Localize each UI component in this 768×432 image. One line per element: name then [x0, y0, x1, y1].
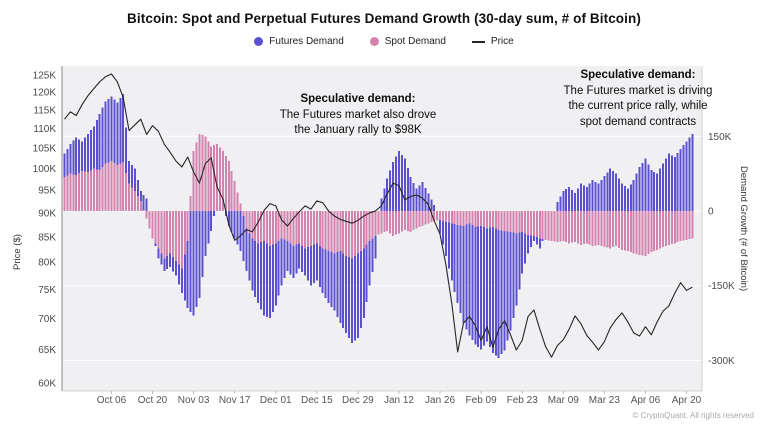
svg-text:80K: 80K — [38, 258, 56, 269]
svg-text:70K: 70K — [38, 314, 56, 325]
annotation-line: The Futures market is driving — [563, 84, 713, 97]
svg-text:115K: 115K — [33, 105, 56, 116]
svg-text:Dec 01: Dec 01 — [260, 395, 292, 406]
annotation-line: the January rally to $98K — [294, 124, 422, 136]
x-axis-labels: Oct 06 Oct 20 Nov 03 Nov 17 Dec 01 Dec 15 Dec … — [97, 391, 702, 406]
svg-text:Dec 15: Dec 15 — [301, 395, 333, 406]
svg-text:Jan 12: Jan 12 — [384, 395, 414, 406]
plot-frame — [61, 66, 703, 392]
copyright: © CryptoQuant. All rights reserved — [632, 411, 755, 420]
price-legend-line — [471, 40, 485, 43]
annotation-title: Speculative demand: — [580, 69, 696, 81]
annotation-january-rally: Speculative demand: The Futures market a… — [250, 92, 466, 139]
svg-text:85K: 85K — [38, 232, 56, 243]
annotation-line: spot demand contracts — [579, 115, 697, 128]
demand-axis-labels: 150K 0 -150K -300K — [708, 132, 735, 367]
legend-item-futures: Futures Demand — [254, 36, 344, 47]
legend-item-spot: Spot Demand — [369, 36, 446, 47]
futures-demand-legend-label: Futures Demand — [269, 36, 344, 47]
svg-text:Nov 17: Nov 17 — [219, 395, 251, 406]
svg-text:150K: 150K — [708, 132, 732, 143]
svg-text:125K: 125K — [33, 71, 57, 82]
legend-item-price: Price — [471, 36, 514, 47]
svg-text:Oct 20: Oct 20 — [138, 395, 168, 406]
futures-demand-legend-dot — [254, 37, 264, 46]
svg-text:90K: 90K — [38, 208, 56, 219]
spot-demand-legend-label: Spot Demand — [384, 36, 446, 47]
svg-text:Jan 26: Jan 26 — [425, 395, 455, 406]
svg-text:Feb 23: Feb 23 — [507, 395, 539, 406]
chart-title: Bitcoin: Spot and Perpetual Futures Dema… — [127, 11, 641, 26]
svg-text:75K: 75K — [38, 285, 56, 296]
svg-text:-150K: -150K — [708, 281, 735, 292]
svg-text:Apr 20: Apr 20 — [672, 395, 702, 406]
svg-text:110K: 110K — [33, 124, 56, 135]
svg-text:Apr 06: Apr 06 — [631, 395, 661, 406]
annotation-title: Speculative demand: — [300, 93, 416, 105]
annotation-current-rally: Speculative demand: The Futures market i… — [530, 68, 746, 130]
svg-text:100K: 100K — [33, 164, 57, 175]
annotation-line: the current price rally, while — [568, 100, 708, 112]
svg-text:Oct 06: Oct 06 — [97, 395, 127, 406]
svg-text:105K: 105K — [33, 144, 57, 155]
svg-text:95K: 95K — [38, 186, 56, 197]
price-line — [64, 73, 693, 358]
spot-demand-bars — [63, 133, 694, 269]
svg-text:-300K: -300K — [708, 356, 735, 367]
price-axis-labels: 125K 120K 115K 110K 105K 100K 95K 90K 85K 80K 75K 7… — [33, 71, 57, 390]
svg-text:Nov 03: Nov 03 — [178, 395, 210, 406]
svg-text:0: 0 — [708, 207, 714, 218]
annotation-line: The Futures market also drove — [279, 108, 437, 121]
svg-text:Feb 09: Feb 09 — [466, 395, 498, 406]
svg-text:Mar 09: Mar 09 — [548, 395, 580, 406]
svg-text:60K: 60K — [38, 378, 56, 389]
svg-text:Mar 23: Mar 23 — [589, 395, 621, 406]
demand-axis-title: Demand Growth (# of Bitcoin) — [738, 166, 749, 292]
legend: Futures Demand Spot Demand Price — [0, 36, 768, 47]
svg-text:65K: 65K — [38, 345, 56, 356]
svg-text:120K: 120K — [33, 88, 57, 99]
price-legend-label: Price — [490, 36, 514, 47]
svg-text:Dec 29: Dec 29 — [342, 395, 374, 406]
spot-demand-legend-dot — [369, 37, 379, 46]
price-axis-title: Price ($) — [12, 234, 23, 270]
